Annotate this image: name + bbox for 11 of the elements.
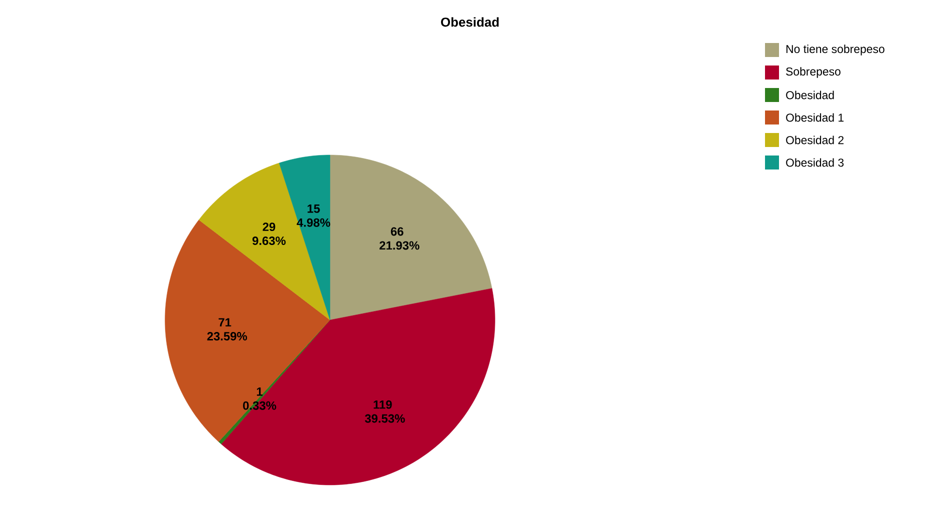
data-label: 71 23.59% — [207, 318, 248, 341]
legend-label: Sobrepeso — [786, 67, 840, 78]
legend-label: Obesidad — [786, 90, 834, 100]
data-label: 119 39.53% — [364, 400, 405, 423]
legend-label: Obesidad 2 — [786, 136, 844, 144]
legend-label: Obesidad 1 — [786, 113, 844, 122]
data-label: 66 21.93% — [380, 227, 420, 250]
chart-title: Obesidad — [441, 17, 499, 27]
data-label: 29 9.63% — [252, 222, 286, 246]
legend-label: Obesidad 3 — [786, 158, 844, 167]
legend-label: No tiene sobrepeso — [786, 44, 884, 56]
